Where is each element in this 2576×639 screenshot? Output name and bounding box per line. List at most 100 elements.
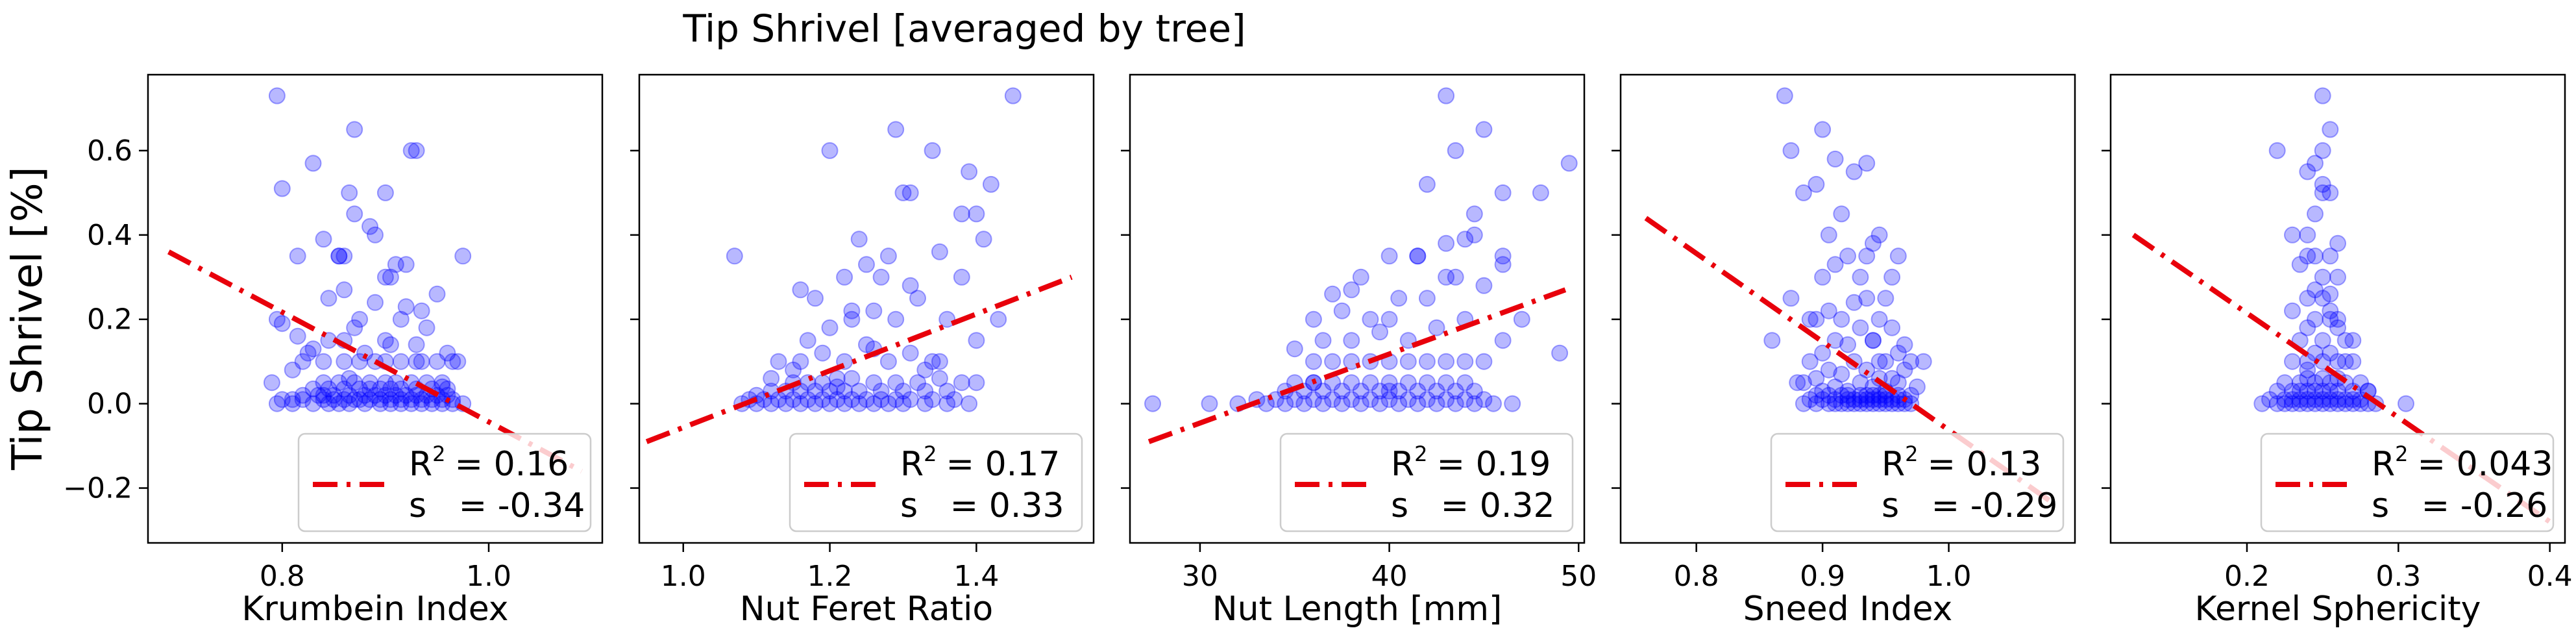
data-point	[953, 374, 970, 392]
data-point	[1399, 353, 1417, 370]
data-point	[1883, 370, 1901, 387]
data-point	[1883, 268, 1901, 286]
legend-r2-value: = 0.043	[2418, 445, 2553, 484]
data-point	[346, 391, 363, 408]
data-point	[1864, 332, 1882, 349]
data-point	[408, 336, 425, 353]
data-point	[402, 391, 420, 408]
data-point	[1144, 395, 1161, 412]
data-point	[413, 353, 430, 370]
axes-frame	[1619, 73, 2076, 544]
data-point	[1852, 319, 1869, 336]
data-point	[341, 395, 358, 412]
data-point	[828, 391, 846, 408]
data-point	[2276, 391, 2294, 408]
legend-r2-text: R2 = 0.17	[900, 442, 1060, 484]
data-point	[1808, 310, 1825, 328]
data-point	[2291, 256, 2309, 273]
data-point	[909, 290, 926, 307]
data-point	[1871, 226, 1888, 244]
data-point	[1782, 142, 1800, 159]
data-point	[1409, 382, 1427, 400]
data-point	[320, 395, 337, 412]
data-point	[2284, 382, 2301, 400]
data-point	[1475, 121, 1493, 138]
data-point	[367, 226, 384, 244]
data-point	[2322, 285, 2339, 303]
data-point	[1833, 205, 1850, 223]
data-point	[367, 386, 384, 404]
data-point	[2314, 87, 2331, 105]
data-point	[1343, 332, 1360, 349]
data-point	[2314, 332, 2331, 349]
data-point	[2329, 319, 2346, 336]
legend-box	[2260, 432, 2555, 532]
x-tick-label: 1.2	[807, 560, 853, 593]
legend-slope-text: s = 0.33	[900, 486, 1064, 525]
data-point	[1820, 386, 1837, 404]
data-point	[273, 391, 291, 408]
data-point	[946, 391, 963, 408]
data-point	[2299, 226, 2316, 244]
legend-r2-symbol: R	[900, 445, 924, 484]
data-point	[1447, 395, 1464, 412]
axes-frame	[1129, 73, 1586, 544]
data-point	[1839, 395, 1856, 412]
data-point	[382, 391, 399, 408]
legend: R2 = 0.16s = -0.34	[297, 432, 592, 532]
panel-3: 30 40 50 Nut Length [mm] R2 = 0.19s = 0.32	[1121, 73, 1597, 629]
data-point	[2307, 374, 2324, 392]
data-point	[1858, 290, 1876, 307]
y-tick-label: 0.2	[87, 303, 132, 336]
data-point	[268, 87, 286, 105]
data-point	[1833, 386, 1850, 404]
data-point	[1889, 247, 1907, 265]
legend-r2-text: R2 = 0.19	[1391, 442, 1551, 484]
data-point	[1466, 382, 1483, 400]
data-point	[2337, 391, 2354, 408]
data-point	[372, 380, 389, 397]
data-point	[1820, 226, 1837, 244]
data-point	[887, 391, 905, 408]
x-tick-label: 1.0	[466, 560, 511, 593]
data-point	[376, 268, 394, 286]
data-point	[1871, 353, 1888, 370]
data-point	[284, 391, 301, 408]
data-point	[1314, 382, 1332, 400]
data-point	[1343, 391, 1360, 408]
data-point	[2322, 344, 2339, 362]
data-point	[1833, 395, 1850, 412]
y-axis-label: Tip Shrivel [%]	[4, 166, 52, 470]
data-point	[872, 382, 890, 400]
data-point	[2352, 395, 2369, 412]
data-point	[1305, 310, 1322, 328]
data-point	[1438, 234, 1455, 252]
data-point	[1466, 205, 1483, 223]
data-point	[382, 395, 399, 412]
data-point	[1352, 268, 1369, 286]
data-point	[376, 386, 394, 404]
data-point	[902, 391, 919, 408]
data-point	[1551, 344, 1569, 362]
data-point	[2284, 353, 2301, 370]
data-point	[2299, 290, 2316, 307]
data-point	[2299, 319, 2316, 336]
data-point	[1801, 310, 1819, 328]
data-point	[2314, 370, 2331, 387]
data-point	[938, 310, 956, 328]
data-point	[887, 310, 905, 328]
data-point	[2291, 395, 2309, 412]
data-point	[821, 142, 839, 159]
data-point	[807, 290, 824, 307]
data-point	[2299, 247, 2316, 265]
x-tick-label: 0.8	[260, 560, 305, 593]
data-point	[402, 142, 420, 159]
data-point	[807, 382, 824, 400]
data-point	[1305, 353, 1322, 370]
data-point	[938, 395, 956, 412]
data-point	[836, 395, 853, 412]
data-point	[1390, 290, 1408, 307]
legend-slope-text: s = -0.26	[2372, 486, 2547, 525]
data-point	[1896, 395, 1913, 412]
